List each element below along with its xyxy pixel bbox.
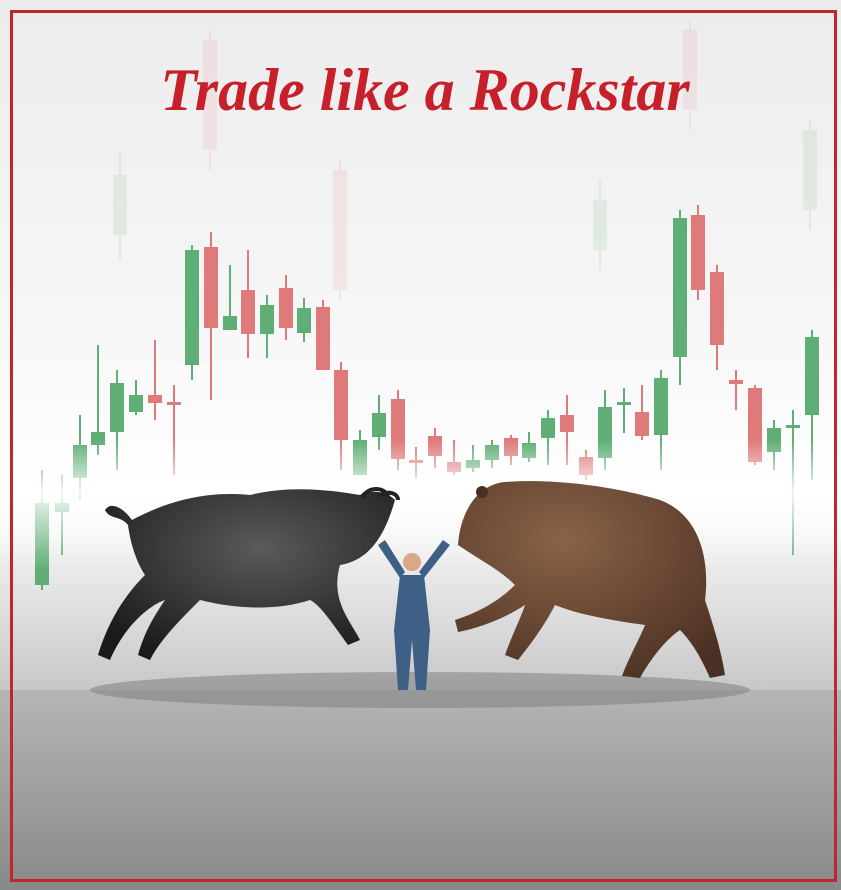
title: Trade like a Rockstar xyxy=(160,57,690,123)
poster: Trade like a Rockstar xyxy=(0,0,841,890)
page: Trade like a Rockstar (() => { const dat… xyxy=(0,0,841,890)
fog xyxy=(0,440,841,570)
ground xyxy=(0,690,841,890)
